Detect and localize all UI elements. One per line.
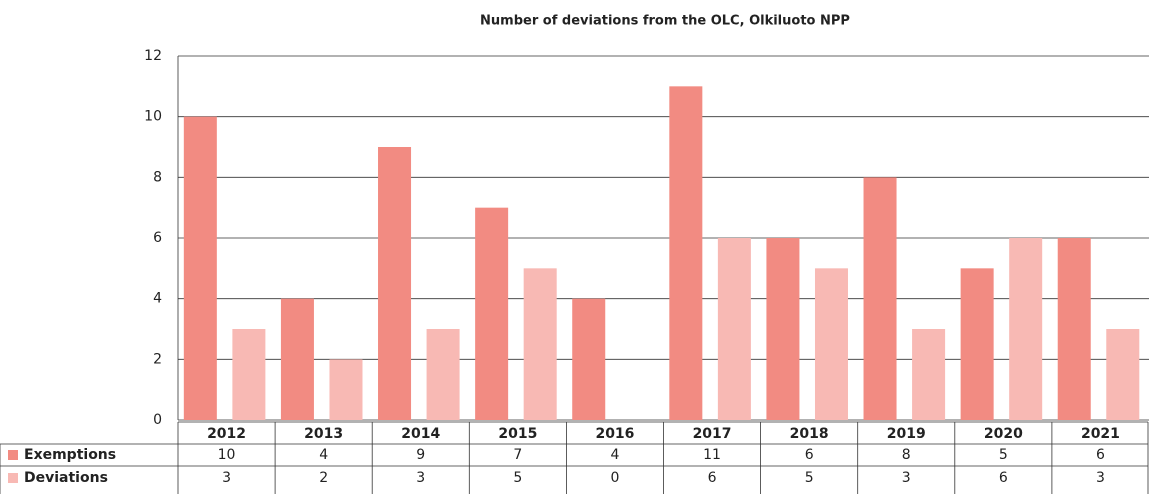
bar <box>960 268 994 420</box>
legend-label: Exemptions <box>24 447 116 463</box>
x-tick-label: 2015 <box>498 426 537 442</box>
bar <box>669 86 703 420</box>
y-tick-label: 10 <box>144 109 162 125</box>
legend-swatch <box>8 473 18 483</box>
legend-swatch <box>8 450 18 460</box>
table-cell: 5 <box>805 470 814 486</box>
table-cell: 6 <box>999 470 1008 486</box>
bar <box>912 329 946 420</box>
x-tick-label: 2013 <box>304 426 343 442</box>
x-tick-label: 2018 <box>790 426 829 442</box>
y-tick-label: 8 <box>153 169 162 185</box>
bar <box>378 147 412 420</box>
x-tick-label: 2016 <box>595 426 634 442</box>
table-cell: 4 <box>610 447 619 463</box>
x-tick-label: 2019 <box>887 426 926 442</box>
y-tick-label: 2 <box>153 351 162 367</box>
legend-label: Deviations <box>24 470 108 486</box>
x-tick-label: 2012 <box>207 426 246 442</box>
x-tick-label: 2014 <box>401 426 440 442</box>
table-cell: 5 <box>513 470 522 486</box>
bar <box>717 238 751 420</box>
bar <box>475 207 509 420</box>
bar <box>183 116 217 421</box>
bar <box>329 359 363 420</box>
x-tick-label: 2017 <box>693 426 732 442</box>
x-tick-label: 2020 <box>984 426 1023 442</box>
table-cell: 9 <box>416 447 425 463</box>
y-tick-label: 12 <box>144 48 162 64</box>
table-cell: 3 <box>902 470 911 486</box>
bar <box>1106 329 1140 420</box>
table-cell: 4 <box>319 447 328 463</box>
table-cell: 8 <box>902 447 911 463</box>
table-cell: 10 <box>218 447 236 463</box>
bar <box>863 177 897 420</box>
y-tick-label: 4 <box>153 291 162 307</box>
bar <box>232 329 266 420</box>
bar <box>523 268 557 420</box>
table-cell: 11 <box>703 447 721 463</box>
bar <box>572 298 606 420</box>
bar <box>814 268 848 420</box>
y-tick-label: 0 <box>153 412 162 428</box>
y-tick-label: 6 <box>153 230 162 246</box>
bar <box>1057 238 1091 420</box>
table-cell: 3 <box>222 470 231 486</box>
bar <box>766 238 800 420</box>
bar <box>280 298 314 420</box>
x-tick-label: 2021 <box>1081 426 1120 442</box>
table-cell: 6 <box>708 470 717 486</box>
table-cell: 3 <box>1096 470 1105 486</box>
table-cell: 2 <box>319 470 328 486</box>
table-cell: 5 <box>999 447 1008 463</box>
table-cell: 0 <box>610 470 619 486</box>
table-cell: 6 <box>1096 447 1105 463</box>
table-cell: 6 <box>805 447 814 463</box>
chart-title: Number of deviations from the OLC, Olkil… <box>480 14 850 29</box>
table-cell: 7 <box>513 447 522 463</box>
table-cell: 3 <box>416 470 425 486</box>
bar <box>426 329 460 420</box>
bar <box>1009 238 1043 420</box>
